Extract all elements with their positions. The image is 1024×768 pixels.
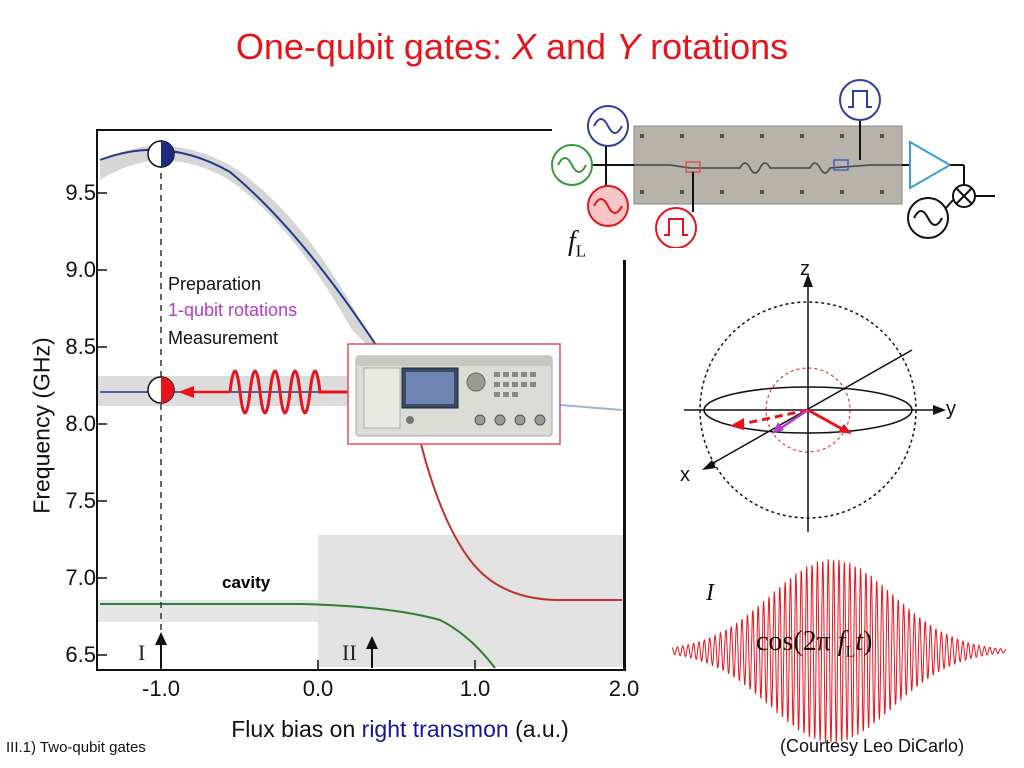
- pulse-formula: cos(2π fLt): [756, 626, 873, 661]
- legend-rotations: 1-qubit rotations: [168, 300, 298, 320]
- flux-point-II: II: [342, 640, 357, 665]
- slide-title: One-qubit gates: X and Y rotations: [235, 26, 789, 67]
- footer-credit: (Courtesy Leo DiCarlo): [780, 736, 965, 756]
- y-tick-label: 8.0: [65, 411, 96, 436]
- flux-point-I: I: [138, 640, 146, 665]
- qubit-curve-right: [559, 404, 623, 411]
- qubit-marker-mid: [147, 376, 175, 404]
- bloch-y-label: y: [946, 398, 956, 420]
- blue-pulse-source-icon: [839, 79, 881, 121]
- x-tick-label: 1.0: [459, 676, 491, 701]
- x-tick-label: 0.0: [302, 676, 334, 701]
- pulse-waveform: [672, 559, 1006, 742]
- bloch-sphere: [684, 274, 946, 532]
- y-tick-label: 7.5: [65, 488, 96, 513]
- y-axis-label: Frequency (GHz): [28, 337, 55, 514]
- x-tick-label: -1.0: [142, 676, 180, 701]
- drive-frequency-label: fL: [568, 226, 587, 261]
- circuit-diagram: [551, 79, 995, 248]
- bloch-x-label: x: [680, 464, 690, 486]
- signal-generator-image: [347, 343, 561, 445]
- y-tick-label: 9.5: [65, 180, 96, 205]
- y-tick-label: 8.5: [65, 334, 96, 359]
- cavity-label: cavity: [222, 573, 271, 592]
- red-pulse-source-icon: [655, 207, 697, 248]
- avoided-crossing-curve: [419, 439, 622, 601]
- legend-preparation: Preparation: [168, 274, 262, 294]
- x-tick-label: 2.0: [608, 676, 640, 701]
- amplifier-icon: [909, 140, 953, 190]
- y-tick-label: 7.0: [65, 565, 96, 590]
- qubit-marker-top: [147, 140, 175, 168]
- qubit-curve-upper: [99, 148, 379, 349]
- cavity-curve: [100, 603, 496, 669]
- y-tick-label: 9.0: [65, 257, 96, 282]
- cavity-band-left: [98, 600, 318, 622]
- legend-measurement: Measurement: [168, 328, 279, 348]
- y-tick-label: 6.5: [65, 642, 96, 667]
- footer-section-label: III.1) Two-qubit gates: [6, 739, 146, 756]
- bloch-z-label: z: [800, 258, 810, 280]
- pulse-I-label: I: [706, 580, 714, 606]
- qubit-band-arch: [100, 145, 376, 350]
- x-axis-label: Flux bias on right transmon (a.u.): [231, 716, 569, 742]
- pulse-envelope-plot: [672, 559, 1006, 742]
- drive-pulse-wave: [228, 369, 348, 415]
